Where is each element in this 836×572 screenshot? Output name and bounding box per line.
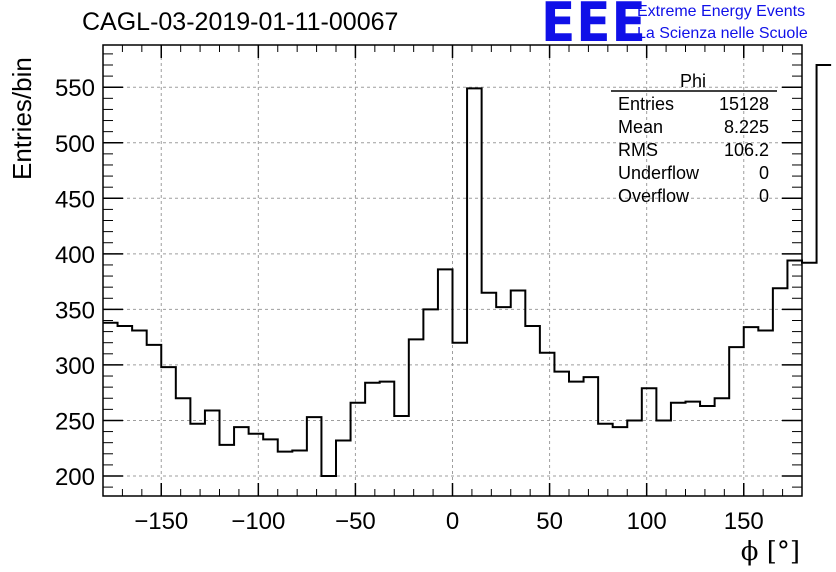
x-tick-label: 150 xyxy=(724,508,764,535)
stats-row-value: 0 xyxy=(759,163,769,183)
logo-subtitle-2: La Scienza nelle Scuole xyxy=(637,25,808,42)
stats-row-label: Mean xyxy=(618,117,663,137)
chart-title: CAGL-03-2019-01-11-00067 xyxy=(82,8,399,36)
stats-row-label: Overflow xyxy=(618,186,690,206)
y-tick-label: 300 xyxy=(55,353,95,380)
y-tick-label: 200 xyxy=(55,464,95,491)
eee-logo: EEE xyxy=(541,0,647,54)
stats-row-value: 0 xyxy=(759,186,769,206)
y-axis-label: Entries/bin xyxy=(7,57,37,180)
stats-box: Phi Entries 15128 Mean 8.225 RMS 106.2 Underfl… xyxy=(611,71,777,206)
y-tick-label: 400 xyxy=(55,242,95,269)
stats-row-value: 15128 xyxy=(719,94,769,114)
stats-row-value: 8.225 xyxy=(724,117,769,137)
x-tick-label: 100 xyxy=(627,508,667,535)
y-tick-label: 350 xyxy=(55,297,95,324)
logo-subtitle-1: Extreme Energy Events xyxy=(637,3,806,20)
x-tick-label: 0 xyxy=(446,508,459,535)
histogram-line xyxy=(103,63,832,478)
x-tick-label: −100 xyxy=(231,508,285,535)
y-tick-label: 500 xyxy=(55,131,95,158)
y-tick-label: 250 xyxy=(55,408,95,435)
axis-ticks xyxy=(102,45,803,496)
stats-row-label: RMS xyxy=(618,140,658,160)
stats-row-value: 106.2 xyxy=(724,140,769,160)
stats-box-title: Phi xyxy=(680,71,706,91)
stats-row-label: Entries xyxy=(618,94,674,114)
x-tick-label: −150 xyxy=(134,508,188,535)
y-tick-label: 450 xyxy=(55,186,95,213)
x-tick-label: −50 xyxy=(335,508,376,535)
x-axis-label: ϕ [°] xyxy=(741,537,800,567)
y-tick-label: 550 xyxy=(55,75,95,102)
stats-row-label: Underflow xyxy=(618,163,700,183)
tick-labels: −150 −100 −50 0 50 100 150 200 250 300 350 400 450 50… xyxy=(55,75,764,535)
x-tick-label: 50 xyxy=(536,508,563,535)
